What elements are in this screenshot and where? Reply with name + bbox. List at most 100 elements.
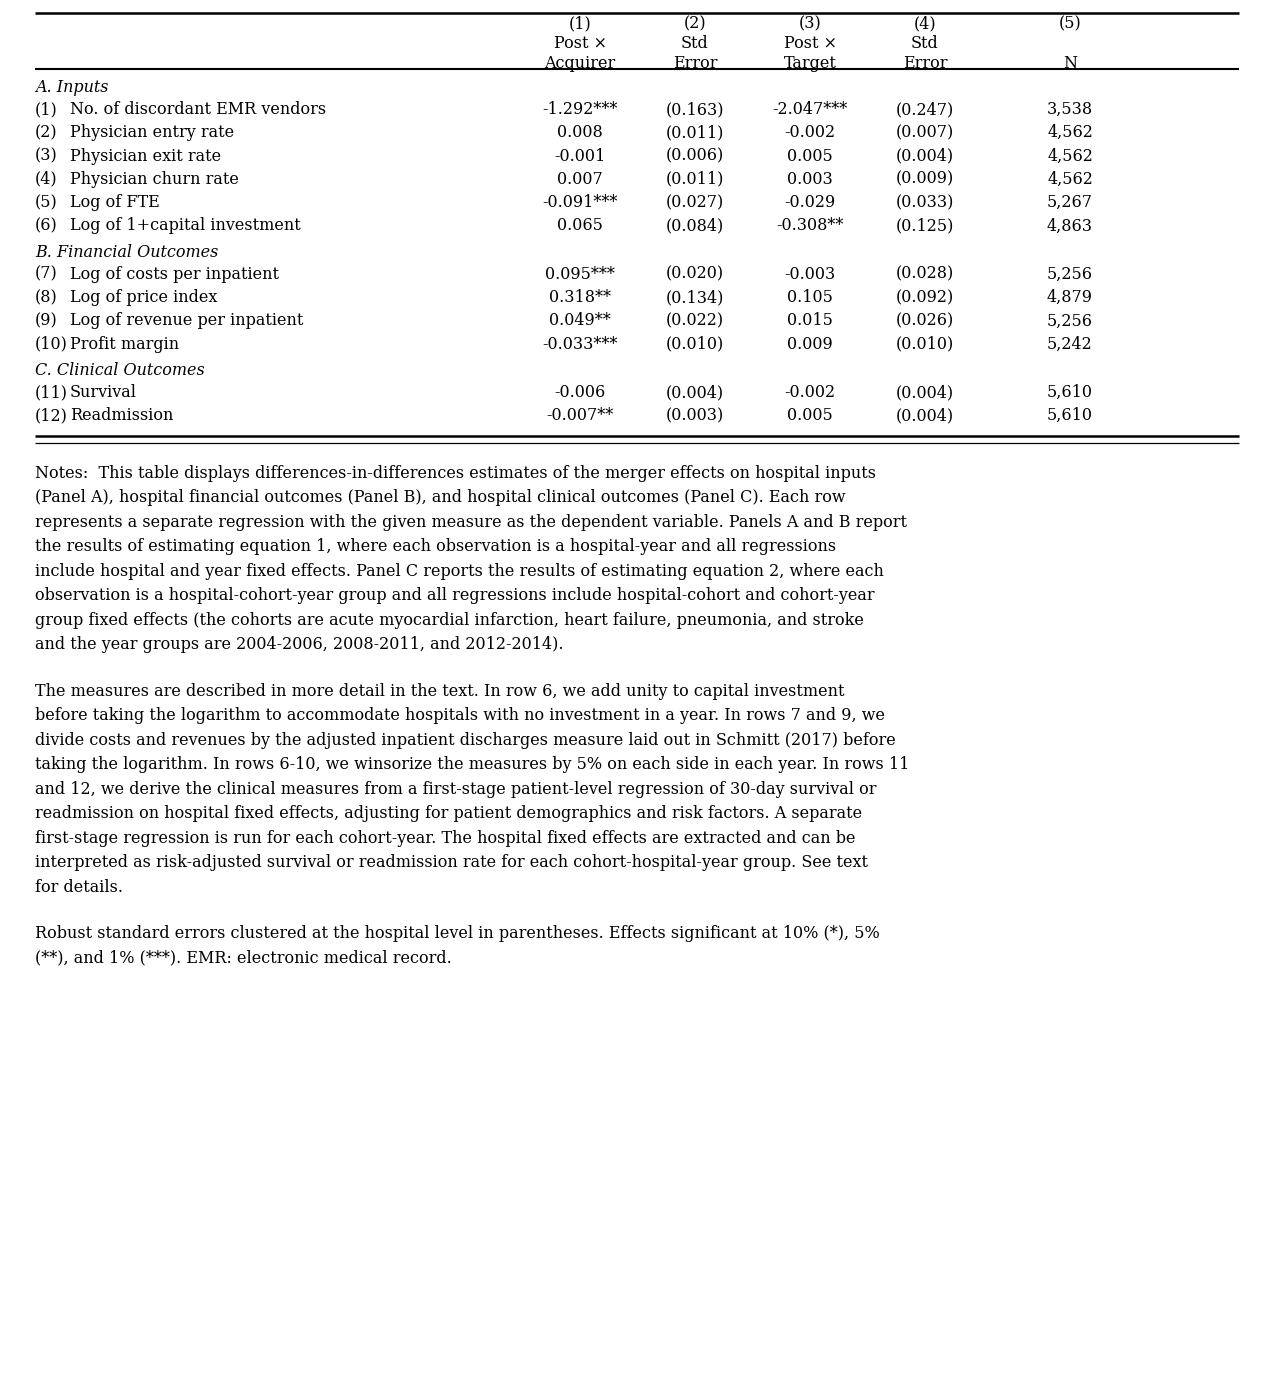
Text: -2.047***: -2.047***: [772, 101, 847, 119]
Text: (8): (8): [34, 289, 57, 306]
Text: and the year groups are 2004-2006, 2008-2011, and 2012-2014).: and the year groups are 2004-2006, 2008-…: [34, 637, 563, 653]
Text: The measures are described in more detail in the text. In row 6, we add unity to: The measures are described in more detai…: [34, 682, 845, 700]
Text: (0.007): (0.007): [896, 124, 954, 141]
Text: (1): (1): [568, 15, 591, 32]
Text: Log of revenue per inpatient: Log of revenue per inpatient: [70, 313, 303, 329]
Text: (2): (2): [34, 124, 57, 141]
Text: (0.033): (0.033): [896, 194, 954, 211]
Text: 4,879: 4,879: [1047, 289, 1093, 306]
Text: 0.008: 0.008: [557, 124, 603, 141]
Text: (0.011): (0.011): [666, 124, 724, 141]
Text: A. Inputs: A. Inputs: [34, 79, 108, 96]
Text: (12): (12): [34, 408, 68, 424]
Text: readmission on hospital fixed effects, adjusting for patient demographics and ri: readmission on hospital fixed effects, a…: [34, 805, 862, 823]
Text: 4,562: 4,562: [1047, 147, 1093, 164]
Text: (4): (4): [34, 171, 57, 187]
Text: (0.022): (0.022): [666, 313, 724, 329]
Text: 4,562: 4,562: [1047, 124, 1093, 141]
Text: N: N: [1063, 55, 1077, 72]
Text: -0.029: -0.029: [785, 194, 836, 211]
Text: taking the logarithm. In rows 6-10, we winsorize the measures by 5% on each side: taking the logarithm. In rows 6-10, we w…: [34, 757, 910, 773]
Text: (**), and 1% (***). EMR: electronic medical record.: (**), and 1% (***). EMR: electronic medi…: [34, 949, 452, 966]
Text: (0.011): (0.011): [666, 171, 724, 187]
Text: (0.092): (0.092): [896, 289, 954, 306]
Text: interpreted as risk-adjusted survival or readmission rate for each cohort-hospit: interpreted as risk-adjusted survival or…: [34, 854, 868, 871]
Text: -0.091***: -0.091***: [543, 194, 618, 211]
Text: represents a separate regression with the given measure as the dependent variabl: represents a separate regression with th…: [34, 514, 907, 531]
Text: (0.026): (0.026): [896, 313, 954, 329]
Text: (10): (10): [34, 336, 68, 353]
Text: observation is a hospital-cohort-year group and all regressions include hospital: observation is a hospital-cohort-year gr…: [34, 587, 875, 604]
Text: (0.163): (0.163): [666, 101, 724, 119]
Text: for details.: for details.: [34, 879, 124, 896]
Text: Log of costs per inpatient: Log of costs per inpatient: [70, 266, 279, 282]
Text: Survival: Survival: [70, 384, 138, 401]
Text: Log of 1+capital investment: Log of 1+capital investment: [70, 218, 301, 234]
Text: divide costs and revenues by the adjusted inpatient discharges measure laid out : divide costs and revenues by the adjuste…: [34, 732, 896, 748]
Text: Error: Error: [903, 55, 948, 72]
Text: Physician exit rate: Physician exit rate: [70, 147, 222, 164]
Text: (0.004): (0.004): [896, 147, 954, 164]
Text: (6): (6): [34, 218, 57, 234]
Text: (0.006): (0.006): [666, 147, 724, 164]
Text: 0.007: 0.007: [557, 171, 603, 187]
Text: 5,256: 5,256: [1047, 266, 1093, 282]
Text: (5): (5): [1059, 15, 1082, 32]
Text: (0.020): (0.020): [666, 266, 724, 282]
Text: Error: Error: [673, 55, 717, 72]
Text: B. Financial Outcomes: B. Financial Outcomes: [34, 244, 218, 260]
Text: 3,538: 3,538: [1047, 101, 1093, 119]
Text: Log of FTE: Log of FTE: [70, 194, 159, 211]
Text: include hospital and year fixed effects. Panel C reports the results of estimati: include hospital and year fixed effects.…: [34, 562, 884, 580]
Text: (0.004): (0.004): [896, 384, 954, 401]
Text: (0.010): (0.010): [896, 336, 954, 353]
Text: and 12, we derive the clinical measures from a first-stage patient-level regress: and 12, we derive the clinical measures …: [34, 780, 877, 798]
Text: (2): (2): [684, 15, 706, 32]
Text: 4,863: 4,863: [1047, 218, 1093, 234]
Text: -1.292***: -1.292***: [543, 101, 618, 119]
Text: (3): (3): [34, 147, 57, 164]
Text: -0.033***: -0.033***: [543, 336, 618, 353]
Text: Robust standard errors clustered at the hospital level in parentheses. Effects s: Robust standard errors clustered at the …: [34, 925, 880, 943]
Text: 5,256: 5,256: [1047, 313, 1093, 329]
Text: -0.006: -0.006: [554, 384, 605, 401]
Text: Std: Std: [911, 34, 939, 52]
Text: 5,267: 5,267: [1047, 194, 1093, 211]
Text: 0.095***: 0.095***: [545, 266, 615, 282]
Text: (0.028): (0.028): [896, 266, 954, 282]
Text: (Panel A), hospital financial outcomes (Panel B), and hospital clinical outcomes: (Panel A), hospital financial outcomes (…: [34, 489, 846, 506]
Text: 0.318**: 0.318**: [549, 289, 612, 306]
Text: Physician churn rate: Physician churn rate: [70, 171, 240, 187]
Text: 0.005: 0.005: [787, 147, 833, 164]
Text: No. of discordant EMR vendors: No. of discordant EMR vendors: [70, 101, 326, 119]
Text: Acquirer: Acquirer: [544, 55, 615, 72]
Text: group fixed effects (the cohorts are acute myocardial infarction, heart failure,: group fixed effects (the cohorts are acu…: [34, 612, 864, 628]
Text: (5): (5): [34, 194, 57, 211]
Text: Profit margin: Profit margin: [70, 336, 180, 353]
Text: 0.049**: 0.049**: [549, 313, 610, 329]
Text: Std: Std: [682, 34, 708, 52]
Text: Log of price index: Log of price index: [70, 289, 218, 306]
Text: -0.002: -0.002: [785, 124, 836, 141]
Text: (4): (4): [913, 15, 936, 32]
Text: 0.003: 0.003: [787, 171, 833, 187]
Text: -0.007**: -0.007**: [547, 408, 614, 424]
Text: before taking the logarithm to accommodate hospitals with no investment in a yea: before taking the logarithm to accommoda…: [34, 707, 885, 723]
Text: 0.015: 0.015: [787, 313, 833, 329]
Text: (0.027): (0.027): [666, 194, 724, 211]
Text: (3): (3): [799, 15, 822, 32]
Text: -0.003: -0.003: [785, 266, 836, 282]
Text: (0.009): (0.009): [896, 171, 954, 187]
Text: 4,562: 4,562: [1047, 171, 1093, 187]
Text: first-stage regression is run for each cohort-year. The hospital fixed effects a: first-stage regression is run for each c…: [34, 830, 856, 846]
Text: 0.065: 0.065: [557, 218, 603, 234]
Text: (0.010): (0.010): [666, 336, 724, 353]
Text: -0.308**: -0.308**: [776, 218, 843, 234]
Text: (7): (7): [34, 266, 57, 282]
Text: 0.009: 0.009: [787, 336, 833, 353]
Text: Readmission: Readmission: [70, 408, 173, 424]
Text: 0.005: 0.005: [787, 408, 833, 424]
Text: (0.003): (0.003): [666, 408, 724, 424]
Text: Notes:  This table displays differences-in-differences estimates of the merger e: Notes: This table displays differences-i…: [34, 464, 877, 481]
Text: Target: Target: [784, 55, 837, 72]
